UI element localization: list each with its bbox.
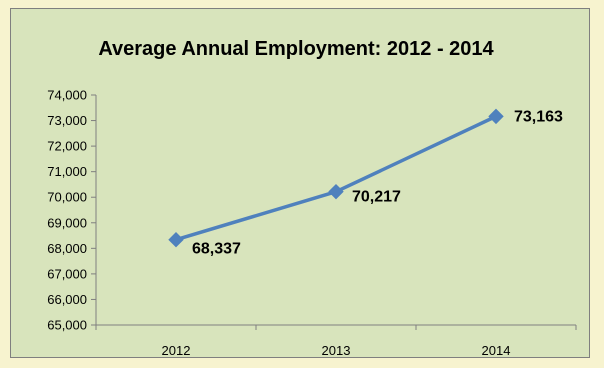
series-group: 68,337 70,217 73,163	[168, 108, 563, 258]
data-label: 68,337	[192, 241, 241, 258]
x-axis-ticks: 2012 2013 2014	[95, 325, 577, 358]
data-point-marker	[168, 232, 184, 248]
y-tick-label: 69,000	[47, 215, 87, 230]
y-tick-label: 74,000	[47, 88, 87, 103]
line-chart: Average Annual Employment: 2012 - 2014 6…	[47, 38, 577, 358]
y-tick-label: 65,000	[47, 318, 87, 333]
y-tick-label: 73,000	[47, 113, 87, 128]
chart-container: Average Annual Employment: 2012 - 2014 6…	[10, 8, 590, 358]
x-tick-label: 2012	[162, 343, 191, 358]
y-tick-label: 71,000	[47, 164, 87, 179]
x-tick-label: 2014	[482, 343, 511, 358]
y-tick-label: 70,000	[47, 190, 87, 205]
y-tick-label: 66,000	[47, 292, 87, 307]
x-tick-label: 2013	[322, 343, 351, 358]
y-axis-ticks: 65,000 66,000 67,000 68,000 69,000 70,000 71,0…	[47, 88, 96, 333]
y-tick-label: 68,000	[47, 241, 87, 256]
data-point-marker	[328, 183, 344, 200]
y-tick-label: 72,000	[47, 139, 87, 154]
y-tick-label: 67,000	[47, 266, 87, 281]
chart-title: Average Annual Employment: 2012 - 2014	[98, 38, 494, 60]
data-point-marker	[488, 108, 504, 125]
data-label: 73,163	[514, 108, 563, 125]
series-line	[175, 114, 497, 242]
data-label: 70,217	[352, 189, 401, 206]
